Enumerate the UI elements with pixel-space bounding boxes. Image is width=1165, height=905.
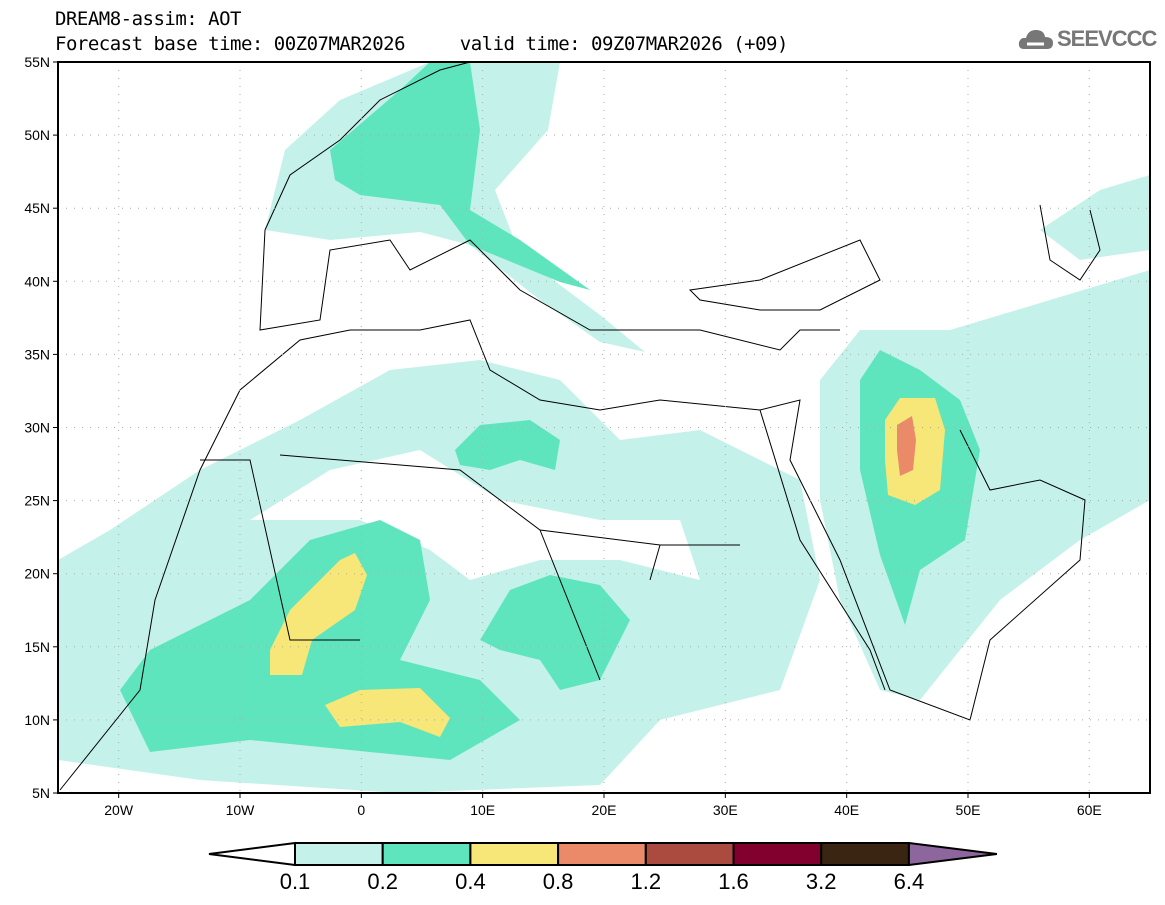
lon-label: 0 xyxy=(357,802,365,818)
colorbar-level-label: 6.4 xyxy=(894,869,925,894)
colorbar-swatch xyxy=(294,842,384,866)
aot-0.4-iraq xyxy=(885,398,945,505)
lat-label: 10N xyxy=(24,712,50,728)
aot-0.2-libya xyxy=(455,420,560,470)
colorbar: 0.1 0.2 0.4 0.8 1.2 1.6 3.2 6.4 xyxy=(208,841,998,894)
lon-label: 40E xyxy=(834,802,859,818)
lat-label: 35N xyxy=(24,346,50,362)
lon-label: 20E xyxy=(592,802,617,818)
colorbar-level-label: 0.4 xyxy=(455,869,486,894)
colorbar-swatch xyxy=(469,842,560,866)
colorbar-swatch xyxy=(644,842,735,866)
lat-label: 20N xyxy=(24,566,50,582)
colorbar-level-label: 3.2 xyxy=(806,869,837,894)
lat-label: 40N xyxy=(24,273,50,289)
axis-labels: 5N 10N 15N 20N 25N 30N 35N 40N 45N 50N 55N 20W 10W 0 1… xyxy=(24,54,1101,818)
aot-0.4-mali xyxy=(270,553,367,675)
lon-label: 50E xyxy=(956,802,981,818)
lat-label: 50N xyxy=(24,127,50,143)
aot-0.1-sahara-gap xyxy=(250,450,700,580)
lat-label: 55N xyxy=(24,54,50,70)
base-time: Forecast base time: 00Z07MAR2026 xyxy=(55,33,406,55)
lon-label: 30E xyxy=(713,802,738,818)
colorbar-level-label: 0.1 xyxy=(280,869,311,894)
colorbar-swatch xyxy=(557,842,647,866)
lon-label: 10W xyxy=(226,802,256,818)
aot-0.1-caspian xyxy=(1040,175,1150,260)
lon-label: 60E xyxy=(1077,802,1102,818)
colorbar-level-label: 0.2 xyxy=(367,869,398,894)
colorbar-level-label: 0.8 xyxy=(543,869,574,894)
lat-label: 15N xyxy=(24,639,50,655)
colorbar-level-label: 1.6 xyxy=(718,869,749,894)
aot-0.8-iraq xyxy=(897,416,916,476)
colorbar-swatch xyxy=(820,842,910,866)
lat-label: 30N xyxy=(24,420,50,436)
colorbar-swatch xyxy=(381,842,472,866)
valid-time: valid time: 09Z07MAR2026 (+09) xyxy=(459,33,789,55)
cloud-icon xyxy=(1018,30,1053,49)
logo-text: SEEVCCC xyxy=(1057,26,1157,51)
seevccc-logo: SEEVCCC xyxy=(1018,26,1157,52)
lon-label: 10E xyxy=(470,802,495,818)
aot-0.2-europe xyxy=(330,62,590,290)
lat-label: 5N xyxy=(32,785,50,801)
colorbar-swatch xyxy=(732,842,823,866)
lat-label: 45N xyxy=(24,200,50,216)
aot-field xyxy=(58,62,1150,793)
colorbar-over-arrow xyxy=(907,841,998,867)
map-title: DREAM8-assim: AOT xyxy=(55,8,241,30)
aot-0.4-nigeria xyxy=(325,688,450,737)
lat-label: 25N xyxy=(24,493,50,509)
colorbar-under-arrow xyxy=(208,841,296,867)
lon-label: 20W xyxy=(104,802,134,818)
forecast-times: Forecast base time: 00Z07MAR2026 valid t… xyxy=(55,33,788,55)
colorbar-level-label: 1.2 xyxy=(631,869,662,894)
